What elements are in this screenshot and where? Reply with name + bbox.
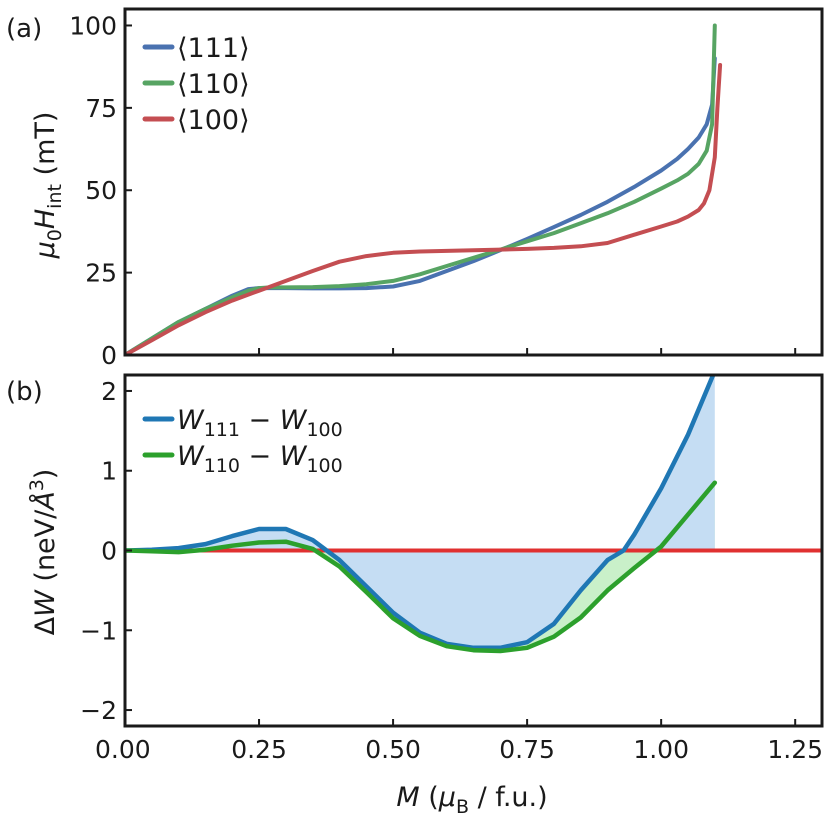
ylabel-unit: (mT) xyxy=(30,112,61,184)
legend-label-w111: W111 − W100 xyxy=(177,405,343,441)
panel-b-xlabel: M (μB / f.u.) xyxy=(396,782,547,818)
panel-b-series-group xyxy=(125,375,718,654)
ylabel-w: W xyxy=(30,589,61,617)
panel-a-ytick-label: 25 xyxy=(85,259,117,288)
panel-a-ticks: 0 25 50 75 100 xyxy=(69,11,797,370)
panel-b-ylabel: ΔW (neV/Å3) xyxy=(26,469,61,636)
ylabel-exp: 3 xyxy=(26,479,48,491)
legend-label-111: ⟨111⟩ xyxy=(177,33,250,64)
panel-a-ytick-label: 0 xyxy=(101,341,117,370)
series-110-line xyxy=(125,23,717,355)
panel-b-xtick-label: 0.50 xyxy=(365,735,421,764)
xlabel-mu-sub: B xyxy=(456,796,469,818)
panel-b-xtick-label: 0.00 xyxy=(95,735,151,764)
panel-a-frame xyxy=(123,7,824,357)
panel-b-legend: W111 − W100 W110 − W100 xyxy=(142,405,343,477)
ylabel-close: ) xyxy=(30,469,61,480)
ylabel-delta: Δ xyxy=(30,616,61,635)
panel-b-ytick-label: 0 xyxy=(101,537,117,566)
panel-a-ytick-label: 100 xyxy=(69,11,117,40)
panel-b: 0.00 0.25 0.50 0.75 1.00 1.25 2 1 0 −1 −2 (b) ΔW (… xyxy=(6,373,824,818)
series-w110-line xyxy=(125,480,718,654)
ylabel-angstrom: Å xyxy=(29,491,61,511)
panel-b-ytick-label: −2 xyxy=(80,696,117,725)
ylabel-unit-b: (neV/ xyxy=(30,509,61,590)
panel-a-ylabel: μ0Hint (mT) xyxy=(30,112,66,260)
ylabel-h: H xyxy=(30,209,61,229)
ylabel-mu-sub: 0 xyxy=(44,229,66,241)
panel-b-frame xyxy=(123,373,824,728)
ylabel-mu: μ xyxy=(30,241,61,259)
panel-b-ytick-label: −1 xyxy=(80,616,117,645)
ylabel-h-sub: int xyxy=(44,184,66,209)
legend-label-100: ⟨100⟩ xyxy=(177,105,250,136)
panel-a-legend: ⟨111⟩ ⟨110⟩ ⟨100⟩ xyxy=(142,33,250,136)
series-w111-line xyxy=(125,375,716,651)
xlabel-open: ( xyxy=(420,782,439,813)
legend-label-w110: W110 − W100 xyxy=(177,441,343,477)
panel-b-ticks: 0.00 0.25 0.50 0.75 1.00 1.25 2 1 0 −1 −2 xyxy=(80,377,823,764)
panel-a-label: (a) xyxy=(6,14,42,44)
panel-a-series-group xyxy=(125,23,723,355)
panel-b-fills xyxy=(125,375,715,651)
panel-b-xtick-label: 0.75 xyxy=(499,735,555,764)
panel-b-xtick-label: 0.25 xyxy=(231,735,287,764)
xlabel-unit: / f.u.) xyxy=(469,782,548,813)
panel-b-xtick-label: 1.00 xyxy=(633,735,689,764)
panel-b-xtick-label: 1.25 xyxy=(767,735,823,764)
panel-b-label: (b) xyxy=(6,377,43,407)
panel-b-ytick-label: 1 xyxy=(101,457,117,486)
legend-label-110: ⟨110⟩ xyxy=(177,69,250,100)
panel-b-ytick-label: 2 xyxy=(101,377,117,406)
xlabel-mu: μ xyxy=(438,782,456,813)
xlabel-m: M xyxy=(396,782,419,813)
panel-a-ytick-label: 75 xyxy=(85,94,117,123)
panel-a-ytick-label: 50 xyxy=(85,176,117,205)
series-100-line xyxy=(125,63,723,355)
fill-w111 xyxy=(125,375,715,648)
